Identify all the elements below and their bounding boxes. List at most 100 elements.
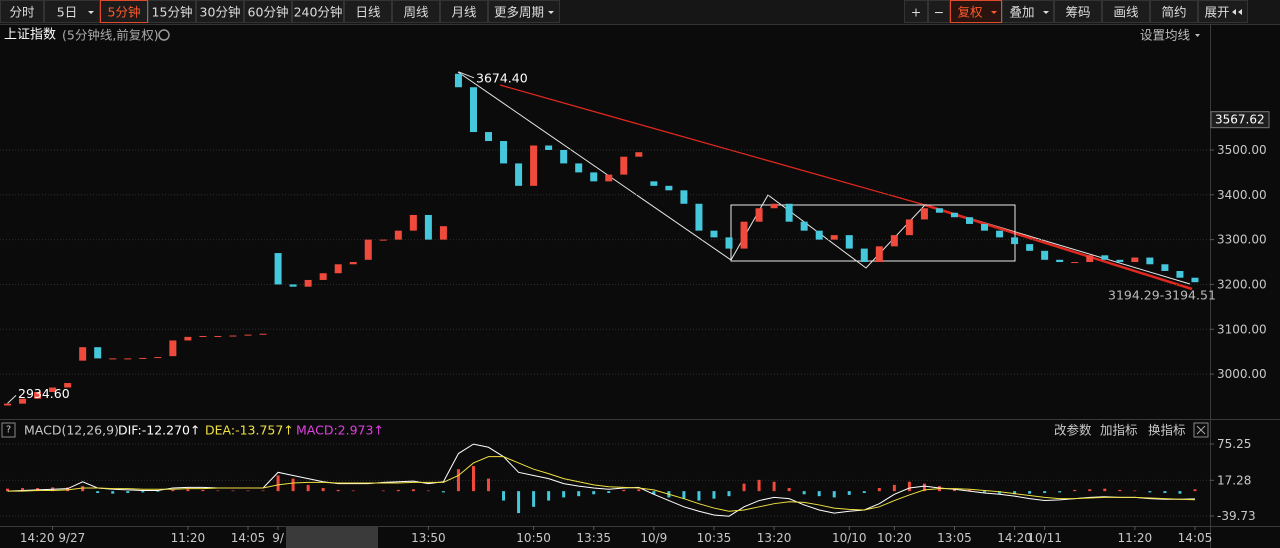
close-button[interactable] [1193, 422, 1209, 438]
x-tick-label: 14:05 [1178, 531, 1213, 545]
period-tab[interactable] [44, 0, 100, 23]
candle-body [770, 203, 778, 209]
candle-body [650, 181, 658, 186]
candle-body [184, 336, 192, 341]
candle-body [274, 253, 282, 285]
candle-body [379, 239, 387, 241]
indicator-button[interactable]: 改参数 [1054, 423, 1092, 438]
dropdown-arrow [1195, 34, 1200, 37]
candle-body [740, 221, 748, 249]
candle-body [665, 185, 673, 191]
period-tab[interactable] [488, 0, 560, 23]
low-pointer [7, 395, 17, 404]
period-tab[interactable] [292, 0, 344, 23]
x-tick-label: 11:20 [171, 531, 206, 545]
price-marker-label: 3567.62 [1215, 113, 1265, 127]
indicator-button[interactable]: 加指标 [1100, 423, 1138, 438]
y-tick-label: -39.73 [1217, 509, 1256, 523]
candle-body [319, 273, 327, 280]
tool-button[interactable] [904, 0, 928, 23]
tool-button[interactable] [1002, 0, 1054, 23]
candle-body [905, 219, 913, 236]
tool-button[interactable] [1150, 0, 1198, 23]
indicator-button[interactable]: 换指标 [1148, 423, 1186, 438]
period-label: 日线 [355, 5, 381, 20]
candle-body [334, 264, 342, 274]
trend-line-red [499, 84, 926, 206]
x-tick-label: 10/11 [1027, 531, 1062, 545]
period-tab[interactable] [100, 0, 148, 23]
legend-entry: MACD:2.973↑ [296, 423, 384, 438]
candle-body [815, 230, 823, 240]
candle-body [545, 145, 553, 150]
period-label: 更多周期 [494, 5, 544, 20]
candle-body [515, 163, 523, 186]
candle-body [1026, 244, 1034, 251]
dropdown-arrow [1043, 11, 1049, 14]
candle-body [424, 214, 432, 240]
candle-body [950, 212, 958, 218]
candle-body [890, 235, 898, 247]
candle-body [439, 226, 447, 240]
ma-setting[interactable]: 设置均线 [1140, 28, 1191, 43]
tool-label: 展开 [1204, 5, 1229, 20]
period-tab[interactable] [344, 0, 392, 23]
candle-body [4, 403, 12, 406]
candle-body [409, 214, 417, 231]
candle-body [214, 335, 222, 337]
candle-body [1086, 255, 1094, 263]
candle-body [920, 208, 928, 220]
candle-body [289, 284, 297, 287]
y-tick-label: 3500.00 [1217, 143, 1267, 157]
period-label: 240分钟 [294, 5, 343, 20]
period-tab[interactable] [440, 0, 488, 23]
period-tab[interactable] [196, 0, 244, 23]
high-pointer [458, 71, 475, 79]
period-tab[interactable] [0, 0, 44, 23]
x-tick-label: 13:50 [411, 531, 446, 545]
candle-body [79, 347, 87, 361]
tool-button[interactable] [1102, 0, 1150, 23]
candle-body [34, 392, 42, 399]
candle-body [500, 141, 508, 164]
candle-body [94, 347, 102, 359]
tool-button[interactable] [1054, 0, 1102, 23]
candle-body [845, 235, 853, 249]
tool-button[interactable] [950, 0, 1002, 23]
x-tick-label: 14:05 [231, 531, 266, 545]
candle-body [590, 172, 598, 182]
x-tick-label: 13:05 [937, 531, 972, 545]
x-tick-label: 10:50 [516, 531, 551, 545]
tool-label: 画线 [1113, 5, 1139, 20]
x-tick-label: 13:20 [757, 531, 792, 545]
candle-body [875, 246, 883, 263]
y-tick-label: 3000.00 [1217, 367, 1267, 381]
legend-entry: DEA:-13.757↑ [205, 423, 294, 438]
candle-body [64, 383, 72, 388]
y-tick-label: 3300.00 [1217, 233, 1267, 247]
candle-body [860, 248, 868, 263]
candle-body [695, 203, 703, 231]
candle-body [304, 279, 312, 287]
candle-body [575, 163, 583, 173]
candle-body [635, 152, 643, 157]
tool-button[interactable] [928, 0, 950, 23]
close-icon [1196, 425, 1206, 435]
candle-body [1191, 277, 1199, 283]
settings-icon[interactable] [158, 29, 170, 41]
y-tick-label: 3100.00 [1217, 322, 1267, 336]
tool-label: 复权 [957, 5, 983, 20]
candle-body [19, 398, 27, 404]
candle-body [109, 358, 117, 360]
candle-body [680, 190, 688, 204]
period-tab[interactable] [392, 0, 440, 23]
y-tick-label: 75.25 [1217, 437, 1251, 451]
period-tab[interactable] [148, 0, 196, 23]
period-label: 分时 [9, 5, 35, 20]
help-icon: ? [6, 425, 11, 436]
candle-body [725, 237, 733, 249]
tool-button[interactable] [1198, 0, 1248, 23]
collapse-icon [1238, 9, 1242, 15]
help-button[interactable] [1, 422, 16, 438]
period-tab[interactable] [244, 0, 292, 23]
